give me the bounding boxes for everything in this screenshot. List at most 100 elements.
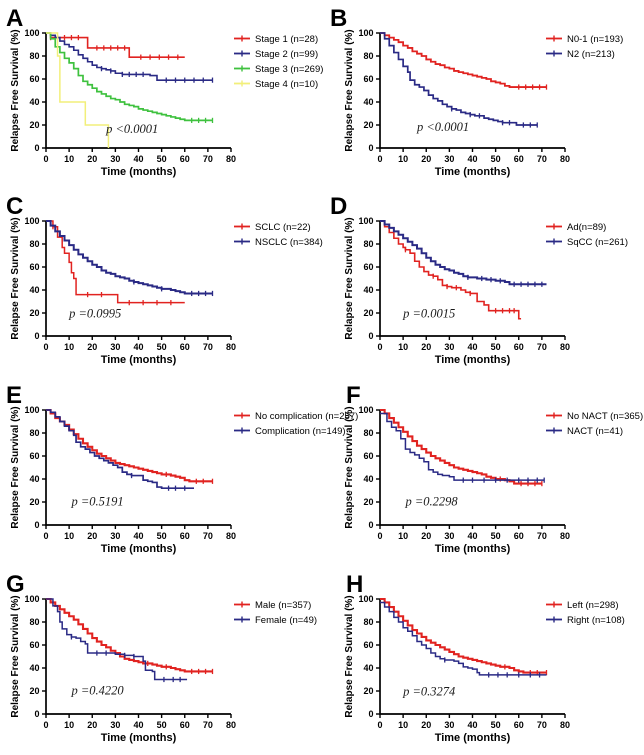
x-tick-label: 40: [467, 154, 477, 164]
x-tick-label: 70: [203, 531, 213, 541]
x-axis-title: Time (months): [101, 354, 177, 366]
legend-label: NACT (n=41): [567, 426, 623, 437]
y-tick-label: 80: [363, 617, 373, 627]
x-tick-label: 20: [87, 154, 97, 164]
y-axis-title: Relapse Free Survival (%): [10, 595, 21, 717]
p-value-label: p =0.0995: [68, 307, 121, 321]
y-axis-title: Relapse Free Survival (%): [344, 217, 355, 339]
x-tick-label: 60: [180, 531, 190, 541]
y-tick-label: 60: [363, 262, 373, 272]
legend-label: SqCC (n=261): [567, 237, 628, 248]
x-tick-label: 60: [514, 720, 524, 730]
series-curve: [380, 32, 538, 126]
p-value-label: p =0.2298: [404, 494, 458, 508]
x-tick-label: 80: [560, 531, 570, 541]
x-tick-label: 10: [398, 342, 408, 352]
p-value-label: p <0.0001: [416, 120, 469, 134]
legend-label: No complication (n=257): [255, 411, 358, 422]
y-tick-label: 60: [29, 451, 39, 461]
panel-letter: D: [330, 193, 347, 220]
series-curve: [46, 220, 185, 304]
y-tick-label: 20: [363, 497, 373, 507]
x-tick-label: 70: [537, 720, 547, 730]
y-tick-label: 60: [363, 451, 373, 461]
x-tick-label: 70: [203, 342, 213, 352]
y-tick-label: 20: [29, 686, 39, 696]
x-tick-label: 10: [64, 531, 74, 541]
x-tick-label: 60: [180, 154, 190, 164]
series-curve: [380, 32, 547, 88]
x-tick-label: 10: [398, 154, 408, 164]
x-tick-label: 30: [110, 720, 120, 730]
x-axis-title: Time (months): [435, 732, 511, 744]
x-tick-label: 30: [110, 342, 120, 352]
panel-c-chart: C 0 20 40 60 80 100 0 10 20 30 40 50 60 70 80 Relapse Fr…: [6, 193, 323, 366]
x-tick-label: 80: [226, 342, 236, 352]
series-curve: [380, 408, 542, 485]
series-curve: [46, 32, 110, 148]
panel-letter: E: [6, 382, 22, 409]
panel-c: C 0 20 40 60 80 100 0 10 20 30 40 50 60 70 80 Relapse Fr…: [0, 188, 323, 377]
panel-h: H 0 20 40 60 80 100 0 10 20 30 40 50 60 70 80 Relapse Fr…: [322, 566, 644, 755]
x-tick-label: 20: [87, 342, 97, 352]
y-axis-title: Relapse Free Survival (%): [10, 29, 21, 151]
y-tick-label: 20: [363, 686, 373, 696]
y-axis-title: Relapse Free Survival (%): [344, 595, 355, 717]
panel-h-chart: H 0 20 40 60 80 100 0 10 20 30 40 50 60 70 80 Relapse Fr…: [344, 571, 625, 744]
legend-label: N2 (n=213): [567, 49, 615, 60]
y-tick-label: 20: [29, 497, 39, 507]
y-tick-label: 80: [29, 239, 39, 249]
x-tick-label: 20: [421, 154, 431, 164]
x-tick-label: 50: [491, 342, 501, 352]
panel-f-chart: F 0 20 40 60 80 100 0 10 20 30 40 50 60 70 80 Relapse Fr…: [344, 382, 643, 555]
y-tick-label: 0: [368, 143, 373, 153]
y-tick-label: 20: [363, 120, 373, 130]
x-tick-label: 20: [421, 342, 431, 352]
y-tick-label: 80: [29, 617, 39, 627]
x-tick-label: 70: [203, 720, 213, 730]
legend-label: N0-1 (n=193): [567, 34, 623, 45]
y-tick-label: 60: [363, 74, 373, 84]
series-curve: [380, 597, 547, 674]
y-tick-label: 100: [358, 405, 373, 415]
legend-label: SCLC (n=22): [255, 222, 311, 233]
x-tick-label: 10: [64, 342, 74, 352]
x-tick-label: 40: [467, 720, 477, 730]
y-tick-label: 40: [363, 97, 373, 107]
x-tick-label: 20: [421, 720, 431, 730]
axes: [379, 33, 565, 149]
x-tick-label: 40: [467, 531, 477, 541]
panel-d-chart: D 0 20 40 60 80 100 0 10 20 30 40 50 60 70 80 Relapse Fr…: [330, 193, 628, 366]
x-tick-label: 60: [514, 154, 524, 164]
p-value-label: p =0.3274: [402, 685, 455, 699]
x-tick-label: 0: [377, 531, 382, 541]
legend-label: Female (n=49): [255, 615, 317, 626]
y-tick-label: 100: [358, 216, 373, 226]
x-tick-label: 10: [64, 720, 74, 730]
x-tick-label: 50: [157, 720, 167, 730]
y-tick-label: 20: [363, 308, 373, 318]
x-tick-label: 80: [560, 154, 570, 164]
x-tick-label: 10: [398, 720, 408, 730]
x-axis-title: Time (months): [435, 166, 511, 178]
p-value-label: p <0.0001: [105, 122, 158, 136]
x-tick-label: 60: [180, 342, 190, 352]
x-tick-label: 30: [444, 154, 454, 164]
panel-a-chart: A 0 20 40 60 80 100 0 10 20 30 40 50 60 70 80 Relapse Fr…: [6, 5, 323, 178]
x-tick-label: 40: [133, 720, 143, 730]
legend-label: Complication (n=149): [255, 426, 346, 437]
y-tick-label: 60: [363, 640, 373, 650]
panel-b: B 0 20 40 60 80 100 0 10 20 30 40 50 60 70 80 Relapse Fr…: [322, 0, 644, 188]
p-value-label: p =0.5191: [70, 494, 123, 508]
legend-label: Stage 4 (n=10): [255, 79, 318, 90]
series-curve: [46, 598, 188, 681]
x-tick-label: 60: [514, 342, 524, 352]
x-tick-label: 80: [560, 342, 570, 352]
panel-letter: A: [6, 5, 23, 32]
y-tick-label: 0: [368, 709, 373, 719]
x-tick-label: 30: [444, 720, 454, 730]
series-curve: [46, 408, 213, 483]
series-curve: [380, 220, 547, 286]
y-tick-label: 0: [368, 331, 373, 341]
y-tick-label: 60: [29, 640, 39, 650]
